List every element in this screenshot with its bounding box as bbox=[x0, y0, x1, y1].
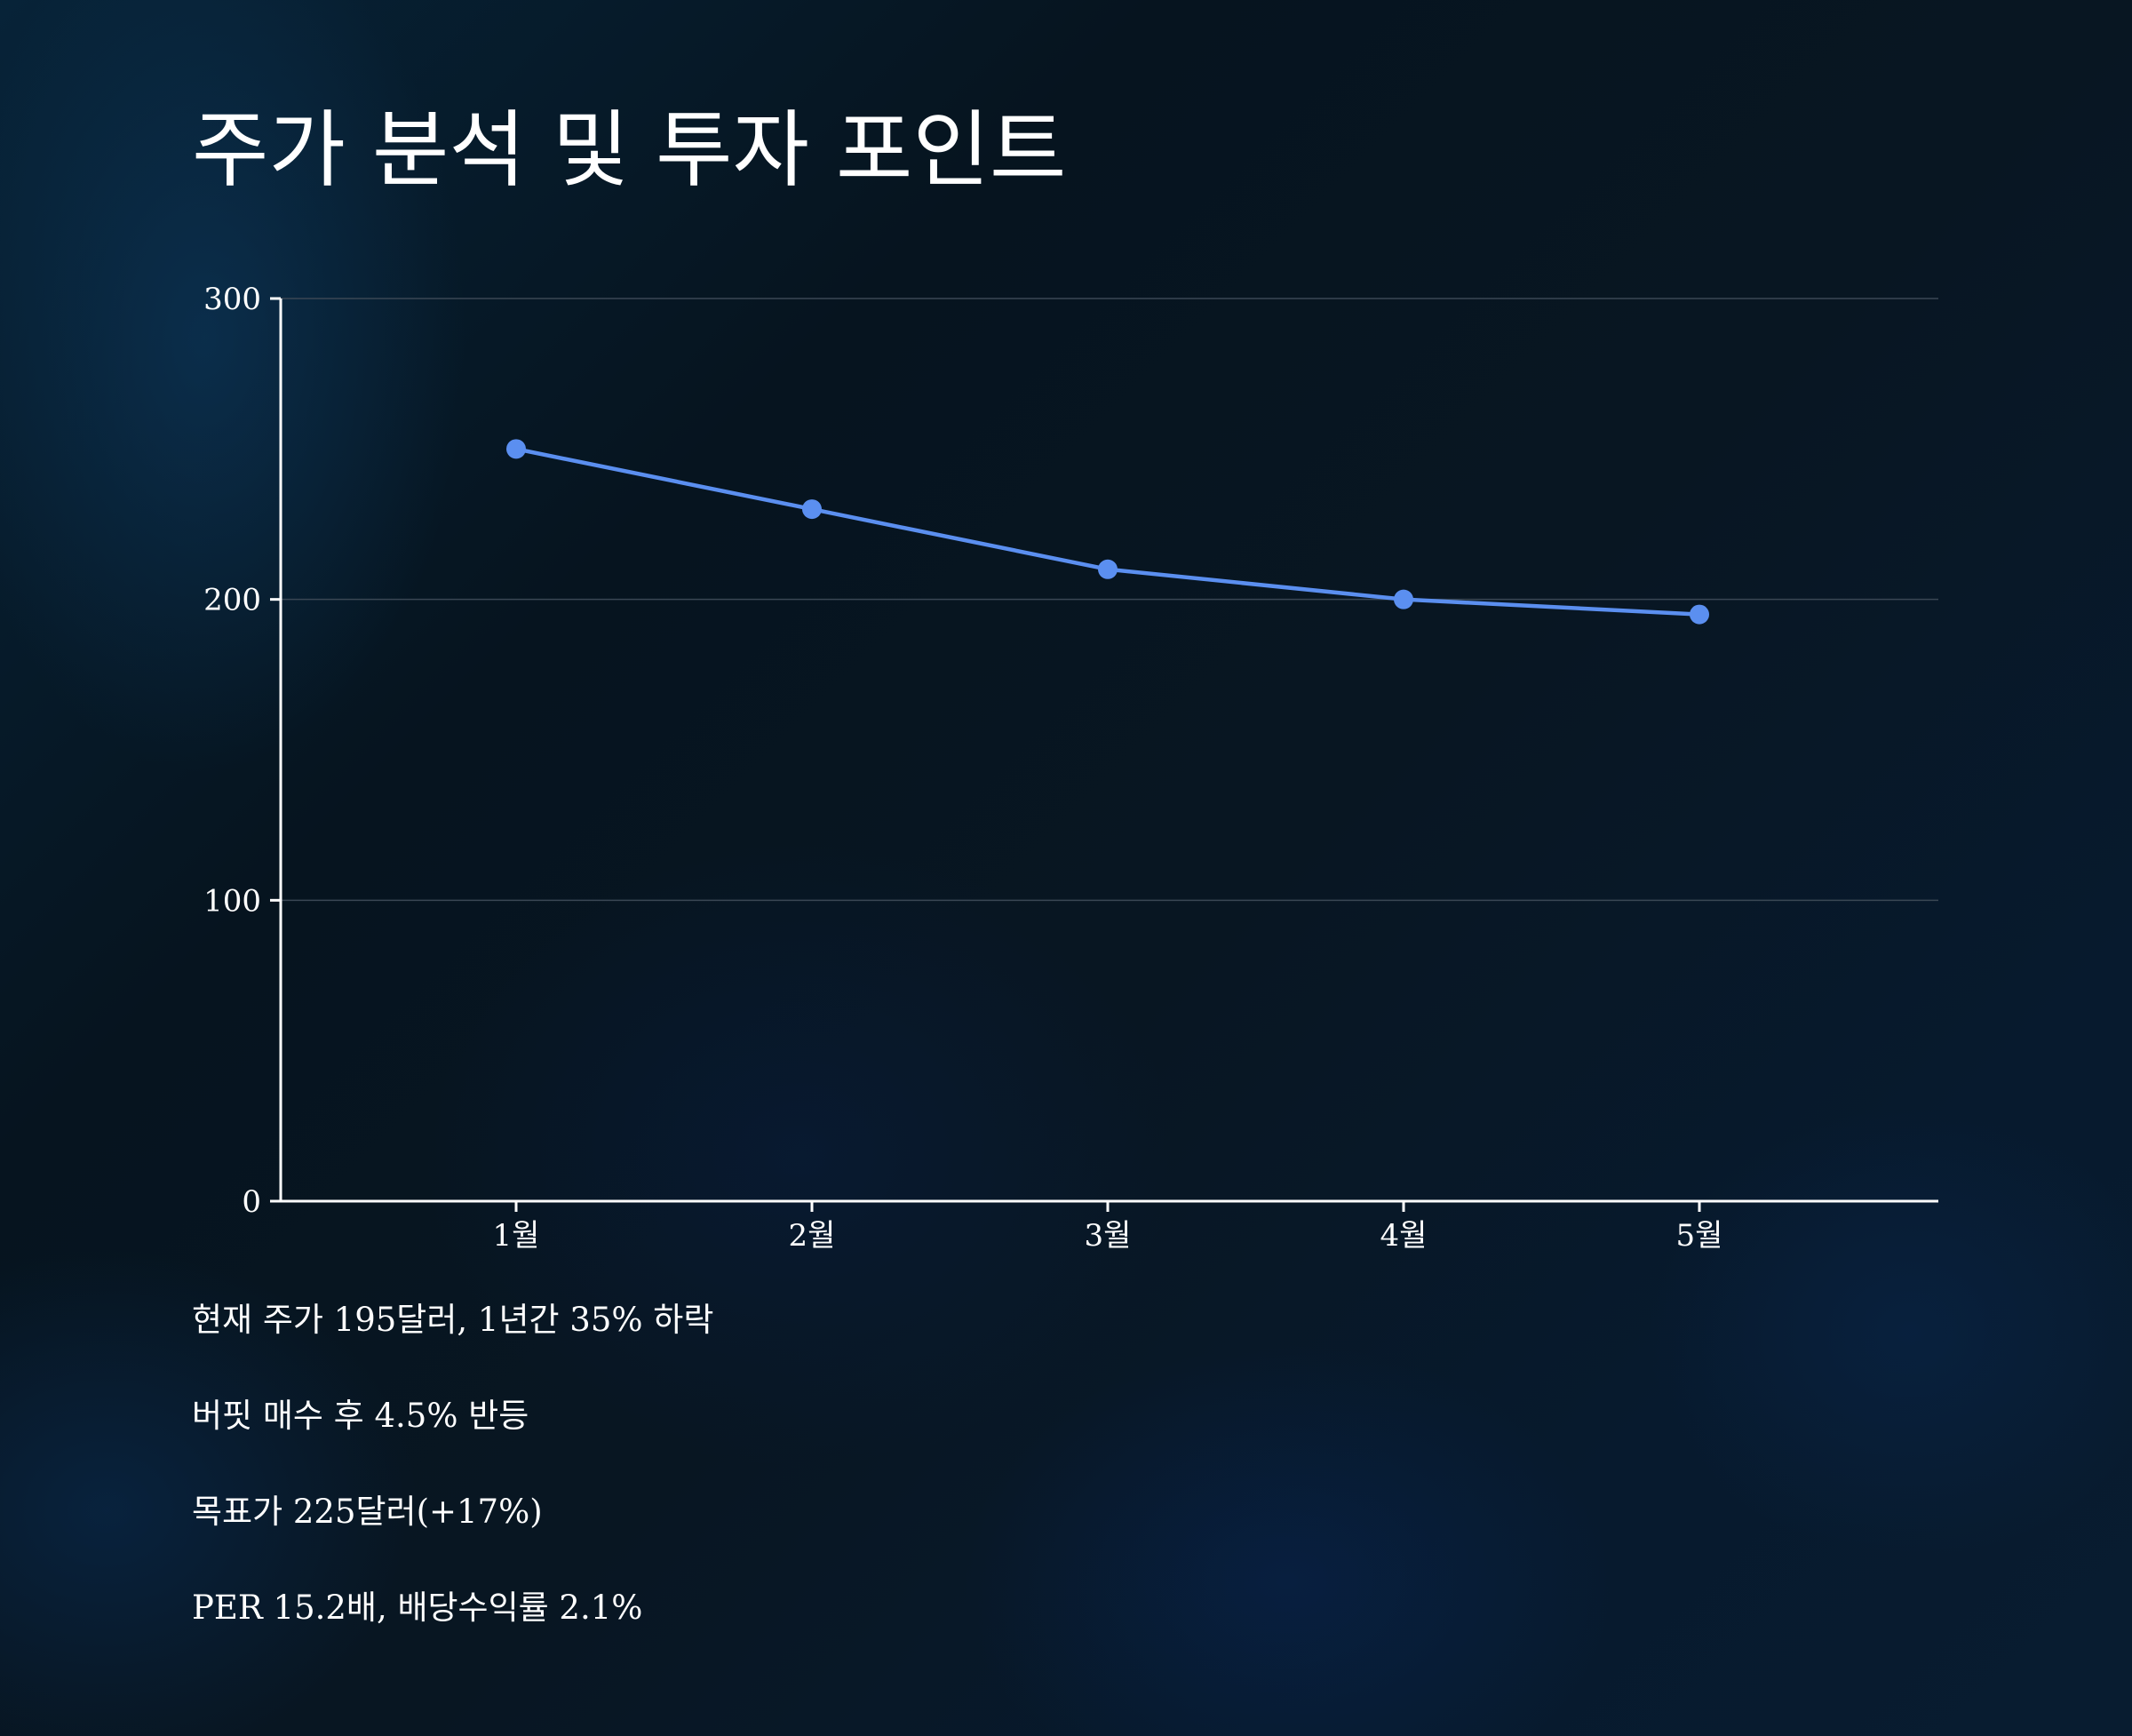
series-line-group bbox=[506, 439, 1709, 625]
data-point-1월 bbox=[506, 439, 526, 459]
x-tick-label: 3월 bbox=[1085, 1218, 1132, 1254]
y-axis: 0 100 200 300 bbox=[203, 282, 282, 1220]
investment-point-target-price: 목표가 225달러(+17%) bbox=[192, 1493, 543, 1531]
series-line bbox=[513, 447, 1702, 617]
y-tick-label: 300 bbox=[203, 282, 261, 317]
x-tick-label: 5월 bbox=[1676, 1218, 1723, 1254]
page-title: 주가 분석 및 투자 포인트 bbox=[192, 102, 1067, 199]
investment-point-valuation: PER 15.2배, 배당수익률 2.1% bbox=[192, 1589, 643, 1627]
x-tick-label: 1월 bbox=[493, 1218, 540, 1254]
x-tick-label: 2월 bbox=[789, 1218, 836, 1254]
y-tick-label: 200 bbox=[203, 583, 261, 618]
x-axis: 1월 2월 3월 4월 5월 bbox=[279, 1199, 1938, 1254]
grid-lines bbox=[281, 298, 1938, 902]
data-point-4월 bbox=[1394, 589, 1413, 609]
data-point-2월 bbox=[802, 499, 822, 520]
investment-points-list: 현재 주가 195달러, 1년간 35% 하락 버핏 매수 후 4.5% 반등 … bbox=[192, 1294, 713, 1677]
y-tick-label: 0 bbox=[242, 1184, 261, 1220]
investment-point-rebound: 버핏 매수 후 4.5% 반등 bbox=[192, 1397, 529, 1435]
x-tick-label: 4월 bbox=[1380, 1218, 1428, 1254]
investment-point-current-price: 현재 주가 195달러, 1년간 35% 하락 bbox=[192, 1301, 714, 1339]
y-tick-label: 100 bbox=[203, 883, 261, 919]
data-point-5월 bbox=[1690, 604, 1709, 625]
data-point-3월 bbox=[1098, 559, 1118, 579]
